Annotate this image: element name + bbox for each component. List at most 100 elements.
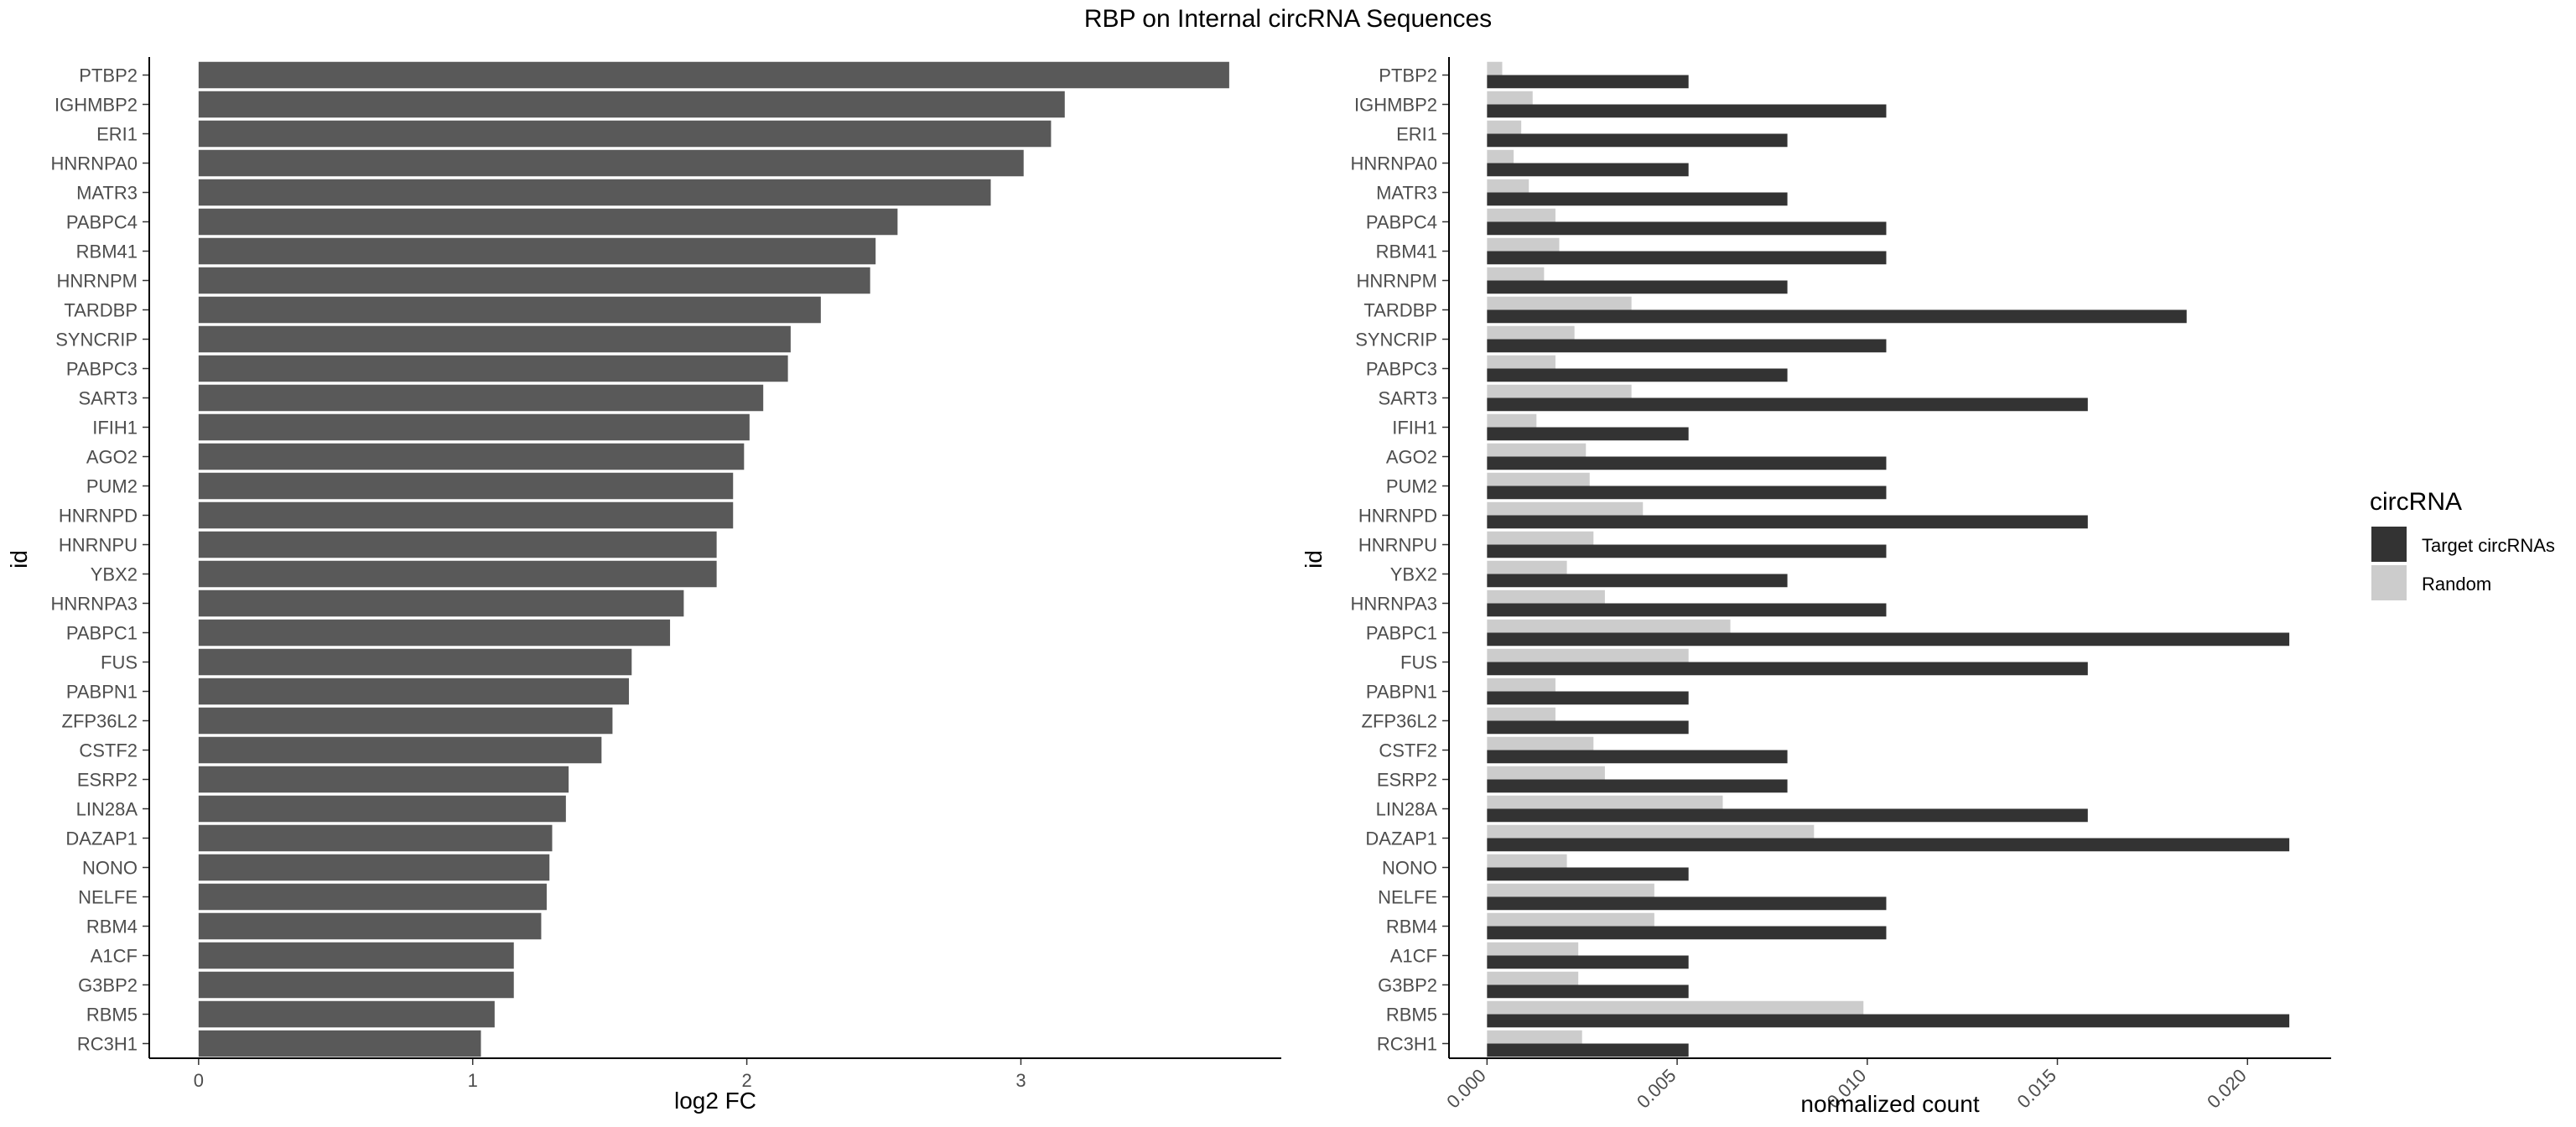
bar-random-cstf2: [1487, 736, 1594, 750]
bar-random-matr3: [1487, 179, 1530, 193]
bar-target-hnrnpa0: [1487, 163, 1689, 177]
bar-random-pabpc3: [1487, 355, 1555, 369]
x-tick-label: 0.015: [2012, 1065, 2060, 1113]
bar-log2fc-eri1: [198, 120, 1052, 148]
normalized-count-x-axis-title: normalized count: [1800, 1091, 1979, 1117]
bar-log2fc-fus: [198, 648, 632, 676]
y-tick-label: RBM4: [86, 917, 138, 937]
bar-log2fc-ago2: [198, 443, 745, 470]
bar-target-dazap1: [1487, 838, 2290, 852]
bar-log2fc-syncrip: [198, 325, 791, 353]
y-tick-label: NELFE: [1378, 887, 1437, 908]
normalized-count-y-tick-labels: PTBP2 IGHMBP2 ERI1 HNRNPA0 MATR3 PABPC4 RBM41 H…: [1350, 65, 1449, 1055]
x-tick-label: 0.000: [1442, 1065, 1490, 1113]
bar-target-pum2: [1487, 486, 1887, 500]
bar-target-hnrnpu: [1487, 544, 1887, 558]
legend-swatch-random: [2371, 565, 2407, 600]
y-tick-label: AGO2: [1386, 447, 1437, 468]
bar-target-matr3: [1487, 192, 1788, 206]
bar-random-rbm41: [1487, 237, 1560, 252]
y-tick-label: YBX2: [91, 564, 138, 585]
bar-log2fc-rbm5: [198, 1000, 495, 1028]
bar-random-fus: [1487, 648, 1689, 662]
bar-random-dazap1: [1487, 824, 1815, 839]
bar-target-a1cf: [1487, 955, 1689, 969]
bar-random-tardbp: [1487, 296, 1632, 310]
y-tick-label: HNRNPD: [1358, 506, 1437, 527]
bar-random-hnrnpd: [1487, 501, 1644, 516]
bar-target-syncrip: [1487, 339, 1887, 353]
y-tick-label: YBX2: [1390, 564, 1437, 585]
log2fc-x-tick-labels: 0 1 2 3: [194, 1058, 1026, 1091]
log2fc-bars: [198, 61, 1229, 1057]
bar-target-nono: [1487, 867, 1689, 881]
bar-log2fc-g3bp2: [198, 971, 514, 999]
log2fc-y-tick-labels: PTBP2 IGHMBP2 ERI1 HNRNPA0 MATR3 PABPC4 RBM41 H…: [50, 65, 149, 1055]
bar-target-rbm4: [1487, 926, 1887, 940]
y-tick-label: PABPC4: [1366, 212, 1437, 233]
bar-target-hnrnpd: [1487, 515, 2088, 529]
bar-target-ago2: [1487, 456, 1887, 470]
bar-log2fc-nono: [198, 854, 550, 881]
bar-log2fc-sart3: [198, 384, 764, 412]
y-tick-label: SYNCRIP: [1355, 330, 1437, 351]
y-tick-label: SART3: [78, 388, 138, 409]
y-tick-label: HNRNPU: [59, 535, 138, 556]
legend-label-random: Random: [2422, 574, 2491, 595]
y-tick-label: A1CF: [91, 946, 138, 967]
y-tick-label: G3BP2: [78, 975, 138, 996]
bar-target-pabpn1: [1487, 691, 1689, 705]
legend-label-target-circrnas: Target circRNAs: [2422, 535, 2555, 556]
bar-target-ptbp2: [1487, 75, 1689, 89]
bar-random-g3bp2: [1487, 971, 1579, 985]
y-tick-label: RBM41: [76, 242, 138, 262]
x-tick-label: 2: [741, 1070, 751, 1091]
y-tick-label: HNRNPA0: [1350, 153, 1437, 174]
bar-target-pabpc1: [1487, 632, 2290, 647]
bar-random-syncrip: [1487, 325, 1575, 340]
y-tick-label: IFIH1: [1392, 418, 1437, 439]
y-tick-label: ZFP36L2: [1362, 711, 1438, 732]
y-tick-label: HNRNPA3: [50, 594, 138, 615]
bar-random-eri1: [1487, 120, 1522, 134]
bar-random-nono: [1487, 854, 1567, 868]
bar-random-pum2: [1487, 472, 1590, 486]
y-tick-label: RC3H1: [77, 1034, 138, 1055]
y-tick-label: FUS: [101, 652, 138, 673]
y-tick-label: ZFP36L2: [62, 711, 138, 732]
bar-random-rbm4: [1487, 912, 1654, 927]
bar-log2fc-a1cf: [198, 942, 514, 969]
bar-random-hnrnpa3: [1487, 589, 1605, 604]
figure-title: RBP on Internal circRNA Sequences: [1084, 5, 1492, 33]
x-tick-label: 1: [468, 1070, 478, 1091]
bar-random-ybx2: [1487, 560, 1567, 574]
bar-log2fc-ybx2: [198, 560, 717, 588]
bar-log2fc-pabpc3: [198, 355, 788, 382]
x-tick-label: 0.005: [1633, 1065, 1680, 1113]
normalized-count-bar-chart: PTBP2 IGHMBP2 ERI1 HNRNPA0 MATR3 PABPC4 RBM41 H…: [1301, 57, 2331, 1117]
bar-random-a1cf: [1487, 942, 1579, 956]
bar-random-esrp2: [1487, 766, 1605, 780]
y-tick-label: TARDBP: [1363, 300, 1437, 321]
log2fc-x-axis-title: log2 FC: [674, 1088, 756, 1114]
bar-random-pabpc4: [1487, 208, 1555, 222]
bar-random-hnrnpu: [1487, 531, 1594, 545]
y-tick-label: TARDBP: [64, 300, 138, 321]
y-tick-label: MATR3: [76, 183, 138, 204]
y-tick-label: ESRP2: [1377, 770, 1437, 791]
y-tick-label: RBM5: [1386, 1005, 1437, 1026]
y-tick-label: HNRNPM: [56, 271, 138, 292]
y-tick-label: G3BP2: [1378, 975, 1437, 996]
bar-log2fc-ptbp2: [198, 61, 1229, 89]
y-tick-label: A1CF: [1390, 946, 1437, 967]
bar-random-rbm5: [1487, 1000, 1864, 1015]
bar-target-rbm5: [1487, 1014, 2290, 1028]
bar-random-hnrnpm: [1487, 267, 1545, 281]
bar-log2fc-ighmbp2: [198, 91, 1065, 118]
y-tick-label: HNRNPM: [1356, 271, 1437, 292]
y-tick-label: RC3H1: [1377, 1034, 1437, 1055]
y-tick-label: DAZAP1: [1365, 828, 1437, 849]
bar-target-lin28a: [1487, 808, 2088, 823]
y-tick-label: HNRNPU: [1358, 535, 1437, 556]
